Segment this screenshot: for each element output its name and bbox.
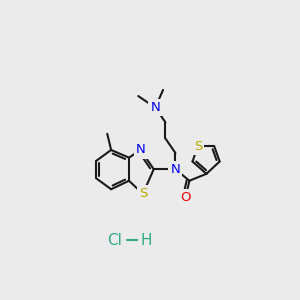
Text: O: O bbox=[180, 191, 191, 204]
Text: H: H bbox=[140, 232, 152, 247]
Text: N: N bbox=[136, 143, 146, 157]
Text: S: S bbox=[139, 187, 147, 200]
Text: S: S bbox=[194, 140, 202, 153]
Text: N: N bbox=[171, 163, 180, 176]
Text: Cl: Cl bbox=[108, 232, 122, 247]
Text: N: N bbox=[150, 101, 160, 114]
